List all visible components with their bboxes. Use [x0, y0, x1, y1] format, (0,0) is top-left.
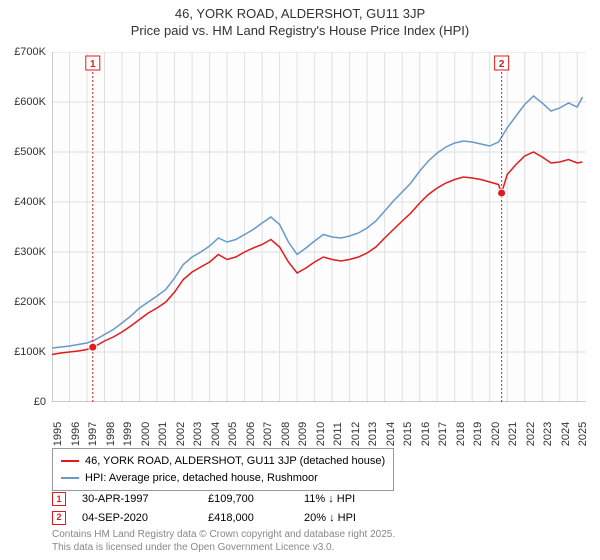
x-tick-label: 1995	[52, 422, 64, 446]
transaction-row: 2 04-SEP-2020 £418,000 20% ↓ HPI	[52, 509, 384, 528]
x-tick-label: 2010	[315, 422, 327, 446]
legend-swatch	[61, 477, 79, 479]
x-tick-label: 2000	[140, 422, 152, 446]
transaction-date: 30-APR-1997	[82, 491, 192, 508]
x-tick-label: 1999	[122, 422, 134, 446]
footer-attribution: Contains HM Land Registry data © Crown c…	[52, 528, 395, 554]
title-block: 46, YORK ROAD, ALDERSHOT, GU11 3JP Price…	[0, 0, 600, 38]
x-tick-label: 2003	[192, 422, 204, 446]
legend: 46, YORK ROAD, ALDERSHOT, GU11 3JP (deta…	[52, 448, 394, 491]
legend-label: HPI: Average price, detached house, Rush…	[85, 470, 318, 487]
x-tick-label: 2018	[455, 422, 467, 446]
x-tick-label: 1996	[70, 422, 82, 446]
legend-item: 46, YORK ROAD, ALDERSHOT, GU11 3JP (deta…	[61, 453, 385, 470]
y-tick-label: £700K	[14, 46, 46, 58]
y-tick-label: £600K	[14, 96, 46, 108]
x-tick-label: 2017	[437, 422, 449, 446]
x-tick-label: 2013	[367, 422, 379, 446]
transaction-row: 1 30-APR-1997 £109,700 11% ↓ HPI	[52, 490, 384, 509]
chart-subtitle: Price paid vs. HM Land Registry's House …	[0, 23, 600, 38]
footer-line-2: This data is licensed under the Open Gov…	[52, 541, 395, 554]
x-tick-label: 1997	[87, 422, 99, 446]
x-tick-label: 2006	[245, 422, 257, 446]
x-tick-label: 2024	[560, 422, 572, 446]
footer-line-1: Contains HM Land Registry data © Crown c…	[52, 528, 395, 541]
x-tick-label: 2020	[490, 422, 502, 446]
x-tick-label: 2012	[350, 422, 362, 446]
transaction-date: 04-SEP-2020	[82, 510, 192, 527]
svg-text:1: 1	[90, 59, 96, 70]
x-tick-label: 2016	[420, 422, 432, 446]
y-axis-labels: £0£100K£200K£300K£400K£500K£600K£700K	[0, 52, 50, 402]
plot-svg: 12	[52, 52, 586, 402]
x-tick-label: 2001	[157, 422, 169, 446]
x-tick-label: 2004	[210, 422, 222, 446]
legend-label: 46, YORK ROAD, ALDERSHOT, GU11 3JP (deta…	[85, 453, 385, 470]
legend-item: HPI: Average price, detached house, Rush…	[61, 470, 385, 487]
x-tick-label: 2008	[280, 422, 292, 446]
x-axis-labels: 1995 1996 1997 1998 1999 2000 2001 2002 2003 2004…	[52, 404, 586, 444]
x-tick-label: 2011	[332, 422, 344, 446]
x-tick-label: 2019	[472, 422, 484, 446]
x-tick-label: 2015	[402, 422, 414, 446]
y-tick-label: £300K	[14, 246, 46, 258]
plot-area: 12	[52, 52, 586, 402]
x-tick-label: 2025	[577, 422, 589, 446]
transaction-price: £418,000	[208, 510, 288, 527]
y-tick-label: £200K	[14, 296, 46, 308]
transaction-table: 1 30-APR-1997 £109,700 11% ↓ HPI 2 04-SEP-202…	[52, 490, 384, 527]
y-tick-label: £100K	[14, 346, 46, 358]
chart-title: 46, YORK ROAD, ALDERSHOT, GU11 3JP	[0, 6, 600, 21]
x-tick-label: 2005	[227, 422, 239, 446]
svg-text:2: 2	[499, 59, 505, 70]
x-tick-label: 2021	[507, 422, 519, 446]
x-tick-label: 2023	[542, 422, 554, 446]
x-tick-label: 2009	[297, 422, 309, 446]
y-tick-label: £0	[34, 396, 46, 408]
x-tick-label: 2007	[262, 422, 274, 446]
transaction-diff: 20% ↓ HPI	[304, 510, 384, 527]
x-tick-label: 2014	[385, 422, 397, 446]
y-tick-label: £500K	[14, 146, 46, 158]
chart-container: 46, YORK ROAD, ALDERSHOT, GU11 3JP Price…	[0, 0, 600, 560]
x-tick-label: 1998	[105, 422, 117, 446]
transaction-diff: 11% ↓ HPI	[304, 491, 384, 508]
transaction-marker: 1	[52, 492, 66, 506]
x-tick-label: 2022	[525, 422, 537, 446]
legend-swatch	[61, 460, 79, 462]
transaction-marker: 2	[52, 511, 66, 525]
y-tick-label: £400K	[14, 196, 46, 208]
transaction-price: £109,700	[208, 491, 288, 508]
x-tick-label: 2002	[175, 422, 187, 446]
